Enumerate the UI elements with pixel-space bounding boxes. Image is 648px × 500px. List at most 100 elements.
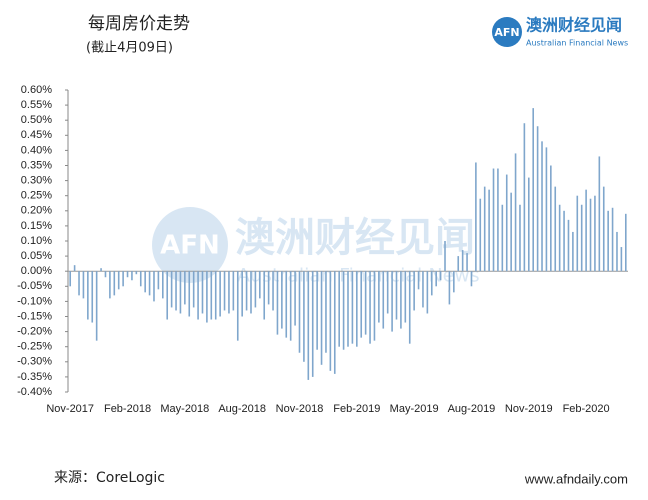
bar: [563, 210, 565, 272]
chart-subtitle: (截止4月09日): [86, 41, 173, 56]
logo-mark: AFN: [494, 26, 519, 39]
y-tick-label: 0.45%: [21, 129, 52, 141]
bar: [166, 271, 169, 320]
bar: [453, 271, 455, 293]
bar: [572, 231, 574, 272]
bar: [329, 271, 332, 371]
bar: [448, 271, 451, 305]
bar: [131, 271, 133, 281]
bar: [241, 271, 243, 317]
y-tick-label: -0.05%: [17, 280, 52, 292]
x-tick-label: Feb-2020: [563, 403, 610, 415]
y-tick-label: 0.50%: [21, 114, 52, 126]
bar: [267, 271, 270, 305]
x-tick-label: Aug-2018: [218, 403, 266, 415]
bar: [135, 271, 138, 275]
bar: [457, 256, 460, 272]
y-tick-label: -0.30%: [17, 356, 52, 368]
watermark-circle: [152, 207, 228, 283]
bar: [281, 271, 283, 329]
bar: [598, 156, 601, 272]
bar: [501, 204, 504, 272]
bar: [523, 123, 526, 272]
bar: [514, 153, 517, 272]
bar: [364, 271, 367, 335]
x-tick-label: Aug-2019: [448, 403, 496, 415]
y-tick-label: 0.40%: [21, 144, 52, 156]
bar: [430, 271, 433, 296]
bar: [602, 186, 605, 272]
logo: AFN 澳洲财经见闻 Australian Financial News: [492, 16, 628, 48]
y-tick-label: -0.35%: [17, 371, 52, 383]
website: www.afndaily.com: [524, 471, 628, 486]
x-tick-label: Nov-2017: [46, 403, 94, 415]
bar: [122, 271, 124, 287]
bar: [307, 271, 310, 380]
logo-tagline: Australian Financial News: [526, 39, 628, 48]
bar: [510, 192, 512, 272]
bar: [347, 271, 349, 347]
bar: [148, 271, 151, 296]
y-tick-label: 0.05%: [21, 250, 52, 262]
y-tick-label: 0.10%: [21, 235, 52, 247]
y-tick-label: -0.15%: [17, 310, 52, 322]
bar: [616, 231, 618, 272]
y-tick-label: -0.20%: [17, 326, 52, 338]
bar: [580, 204, 583, 272]
bar: [139, 271, 142, 287]
bar: [475, 162, 477, 272]
y-tick-label: -0.40%: [17, 386, 52, 398]
bar: [426, 271, 429, 314]
bar: [624, 213, 627, 272]
x-tick-label: Nov-2019: [505, 403, 553, 415]
bar: [488, 189, 490, 272]
bar: [342, 271, 345, 350]
bar: [87, 271, 89, 320]
logo-name: 澳洲财经见闻: [526, 16, 622, 35]
bar: [276, 271, 279, 335]
bar: [395, 271, 398, 320]
bar: [82, 271, 85, 299]
bar: [294, 271, 296, 326]
y-tick-label: 0.20%: [21, 205, 52, 217]
bar: [545, 147, 548, 272]
y-tick-label: -0.10%: [17, 295, 52, 307]
bar: [594, 195, 596, 272]
bar: [245, 271, 248, 311]
bar: [113, 271, 116, 296]
y-tick-label: 0.00%: [21, 265, 52, 277]
bar: [311, 271, 314, 377]
bar: [126, 271, 129, 278]
bar: [554, 186, 557, 272]
bar: [69, 271, 72, 287]
bar: [73, 265, 76, 272]
bar: [232, 271, 235, 311]
bar: [104, 271, 107, 278]
bar: [285, 271, 288, 338]
bar: [439, 271, 442, 281]
watermark-mark: AFN: [160, 231, 220, 261]
y-tick-label: 0.25%: [21, 190, 52, 202]
bar: [550, 165, 552, 272]
bar: [192, 271, 195, 308]
bar: [589, 198, 592, 272]
bar: [585, 189, 587, 272]
bar: [483, 186, 486, 272]
bar: [100, 268, 102, 272]
bar: [386, 271, 389, 314]
bar: [356, 271, 358, 347]
bar: [373, 271, 376, 341]
y-tick-label: 0.30%: [21, 175, 52, 187]
bar: [391, 271, 393, 332]
bar: [369, 271, 371, 344]
bar: [223, 271, 226, 311]
bar: [263, 271, 266, 320]
bar: [422, 271, 424, 308]
bar: [576, 195, 579, 272]
bar: [78, 271, 80, 296]
watermark-name: 澳洲财经见闻: [235, 215, 475, 261]
y-tick-label: -0.25%: [17, 341, 52, 353]
y-tick-label: 0.35%: [21, 159, 52, 171]
bar: [201, 271, 204, 314]
bar: [184, 271, 186, 305]
